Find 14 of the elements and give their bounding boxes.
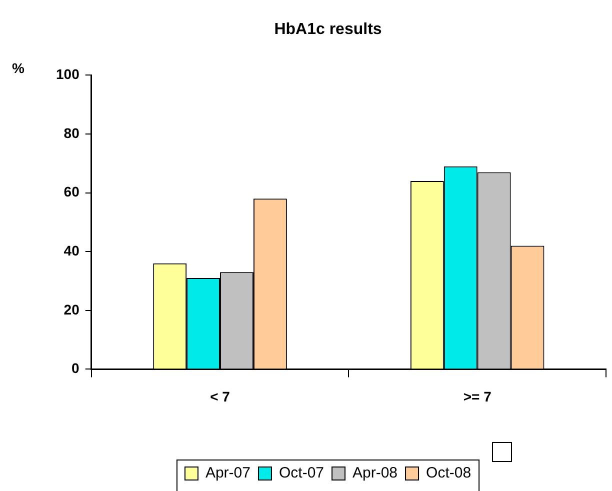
- y-tick-label: 60: [64, 184, 80, 200]
- chart-title: HbA1c results: [274, 21, 382, 38]
- y-tick-label: 100: [56, 66, 80, 82]
- y-tick-label: 80: [64, 124, 80, 141]
- legend-label: Oct-07: [278, 464, 324, 482]
- y-tick-label: 40: [64, 242, 80, 258]
- legend-label: Apr-07: [205, 464, 250, 482]
- legend-label: Oct-08: [426, 464, 472, 482]
- y-tick-label: 20: [64, 301, 80, 318]
- y-tick-label: 0: [72, 360, 80, 376]
- y-axis-title: %: [12, 60, 25, 76]
- legend-label: Apr-08: [352, 464, 398, 482]
- x-tick-label: < 7: [210, 388, 230, 404]
- x-tick-label: >= 7: [463, 388, 492, 404]
